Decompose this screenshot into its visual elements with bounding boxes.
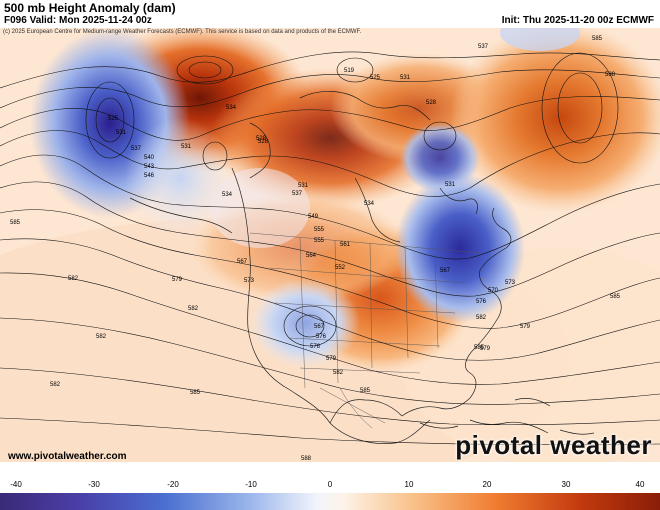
contour-label: 534 xyxy=(222,192,233,198)
weather-map: 537 585 588 534 519 525 531 528 528 525 … xyxy=(0,28,660,462)
contour-label: 582 xyxy=(188,306,199,312)
contour-label: 576 xyxy=(310,344,321,350)
contour-label: 531 xyxy=(400,75,411,81)
contour-label-layer: 537 585 588 534 519 525 531 528 528 525 … xyxy=(10,36,621,462)
contour-label: 588 xyxy=(605,72,616,78)
contour-label: 555 xyxy=(314,238,325,244)
colorbar-tick: -40 xyxy=(10,480,22,489)
copyright-notice: (c) 2025 European Centre for Medium-rang… xyxy=(3,29,362,35)
height-contours xyxy=(0,51,660,446)
contour-label: 576 xyxy=(476,299,487,305)
contour-label: 534 xyxy=(226,105,237,111)
colorbar-tick: -10 xyxy=(245,480,257,489)
colorbar: -40 -30 -20 -10 0 10 20 30 40 xyxy=(0,462,660,510)
colorbar-tick: 30 xyxy=(562,480,571,489)
contour-label: 579 xyxy=(172,277,183,283)
contour-label: 555 xyxy=(314,227,325,233)
colorbar-tick: 0 xyxy=(328,480,333,489)
colorbar-tick: 40 xyxy=(636,480,645,489)
anomaly-shading xyxy=(0,28,660,462)
contour-label: 549 xyxy=(308,214,319,220)
contour-label: 579 xyxy=(480,346,491,352)
contour-label: 582 xyxy=(50,382,61,388)
contour-label: 540 xyxy=(144,155,155,161)
contour-label: 531 xyxy=(116,130,127,136)
contour-label: 585 xyxy=(474,345,485,351)
contour-label: 570 xyxy=(488,288,499,294)
contour-label: 582 xyxy=(96,334,107,340)
colorbar-tick: 10 xyxy=(405,480,414,489)
pivotal-weather-logo: pivotal weather xyxy=(455,430,652,460)
contour-label: 519 xyxy=(344,68,355,74)
contour-label: 525 xyxy=(108,116,119,122)
colorbar-svg: -40 -30 -20 -10 0 10 20 30 40 xyxy=(0,480,660,510)
contour-label: 531 xyxy=(445,182,456,188)
contour-label: 579 xyxy=(326,356,337,362)
colorbar-tick: -30 xyxy=(88,480,100,489)
contour-label: 579 xyxy=(520,324,531,330)
colorbar-tick: -20 xyxy=(167,480,179,489)
contour-label: 552 xyxy=(335,265,346,271)
contour-label: 588 xyxy=(301,456,312,462)
colorbar-gradient xyxy=(0,493,660,510)
contour-label: 537 xyxy=(292,191,303,197)
contour-label: 531 xyxy=(298,183,309,189)
contour-label: 564 xyxy=(306,253,317,259)
contour-label: 585 xyxy=(592,36,603,42)
contour-label: 582 xyxy=(476,315,487,321)
contour-label: 537 xyxy=(478,44,489,50)
contour-label: 528 xyxy=(256,136,267,142)
contour-label: 528 xyxy=(426,100,437,106)
contour-label: 573 xyxy=(244,278,255,284)
contour-label: 582 xyxy=(68,276,79,282)
init-time: Init: Thu 2025-11-20 00z ECMWF xyxy=(501,15,654,26)
contour-label: 528 xyxy=(258,139,269,145)
site-url[interactable]: www.pivotalweather.com xyxy=(8,451,127,462)
contour-label: 576 xyxy=(316,334,327,340)
map-title: 500 mb Height Anomaly (dam) xyxy=(4,1,176,15)
colorbar-ticks: -40 -30 -20 -10 0 10 20 30 40 xyxy=(10,480,645,489)
coastlines xyxy=(129,91,595,444)
map-canvas: 537 585 588 534 519 525 531 528 528 525 … xyxy=(0,28,660,462)
contour-label: 561 xyxy=(340,242,351,248)
contour-label: 573 xyxy=(505,280,516,286)
contour-label: 537 xyxy=(131,146,142,152)
contour-label: 525 xyxy=(370,75,381,81)
contour-label: 546 xyxy=(144,173,155,179)
header: 500 mb Height Anomaly (dam) F096 Valid: … xyxy=(0,0,660,28)
contour-label: 531 xyxy=(181,144,192,150)
colorbar-tick: 20 xyxy=(483,480,492,489)
contour-label: 567 xyxy=(440,268,451,274)
contour-label: 543 xyxy=(144,164,155,170)
contour-label: 534 xyxy=(364,201,375,207)
contour-label: 585 xyxy=(610,294,621,300)
contour-label: 585 xyxy=(190,390,201,396)
contour-label: 585 xyxy=(360,388,371,394)
contour-label: 585 xyxy=(10,220,21,226)
valid-time: F096 Valid: Mon 2025-11-24 00z xyxy=(4,15,152,26)
contour-label: 582 xyxy=(333,370,344,376)
contour-label: 567 xyxy=(237,259,248,265)
contour-label: 567 xyxy=(314,324,325,330)
